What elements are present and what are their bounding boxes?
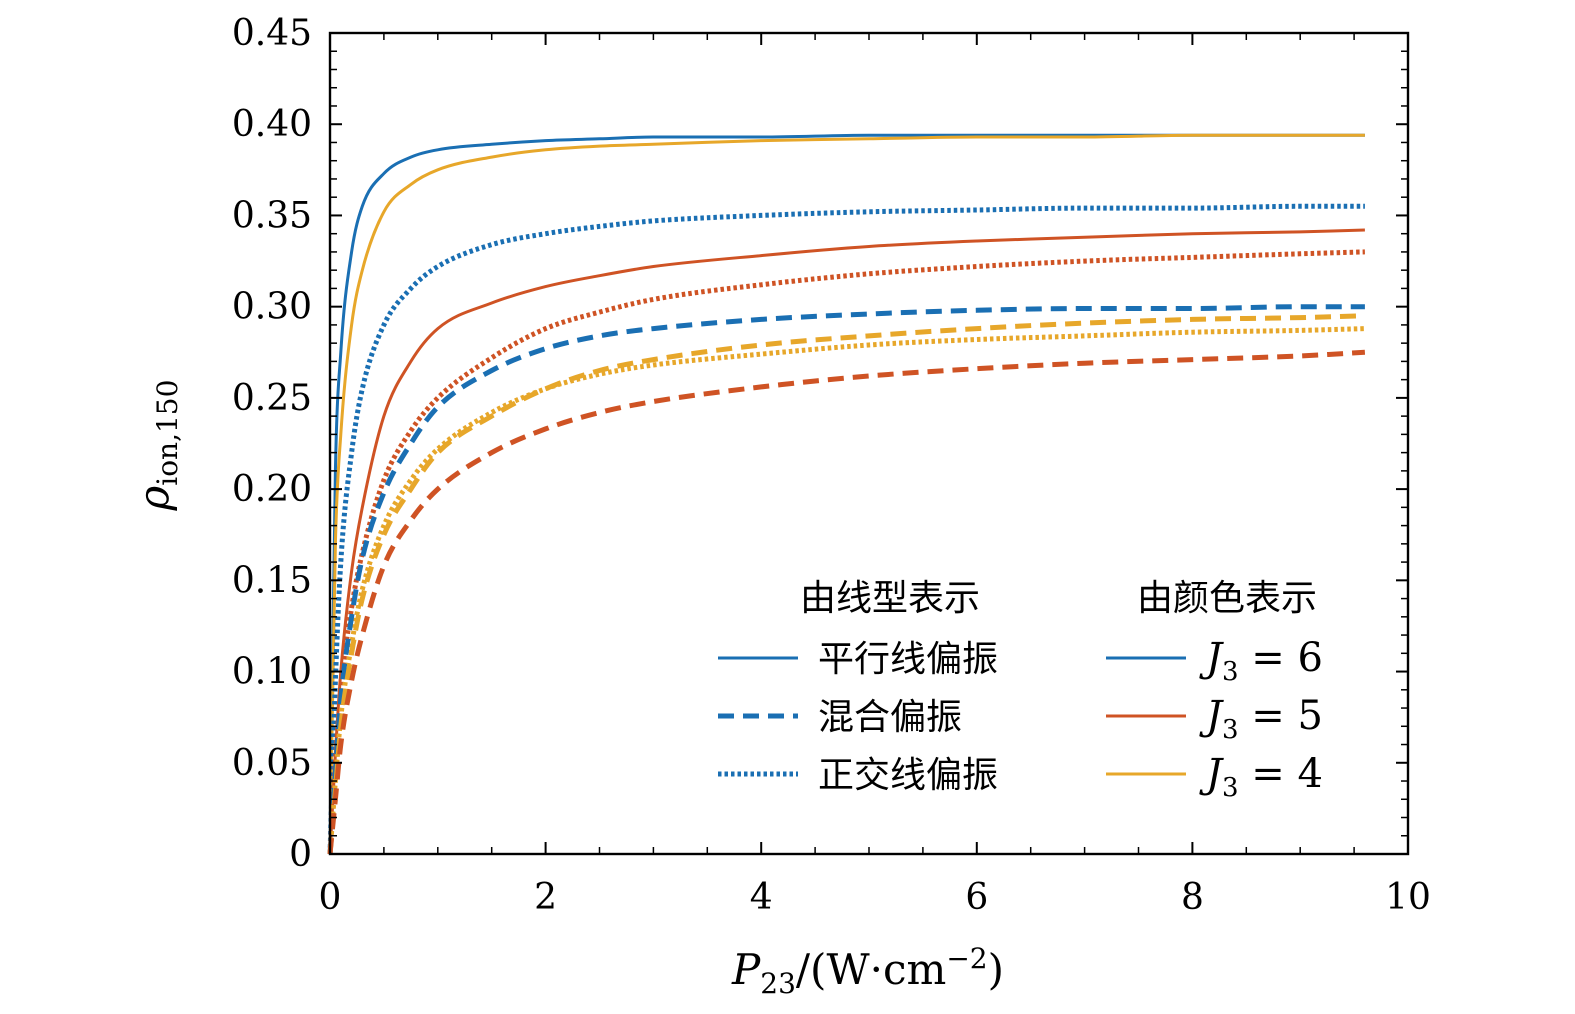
series-line-0 xyxy=(328,133,1365,855)
x-tick-label: 2 xyxy=(534,877,557,918)
y-axis-label-sub: ion,150 xyxy=(151,380,184,486)
y-tick-label: 0.20 xyxy=(232,469,312,510)
x-axis-label-var: P xyxy=(731,945,761,994)
y-axis-label: ρion,150 xyxy=(129,380,184,512)
y-tick-label: 0.10 xyxy=(232,652,312,693)
x-tick-label: 0 xyxy=(319,877,342,918)
y-tick-label: 0.05 xyxy=(232,743,312,784)
series-line-1 xyxy=(328,133,1365,855)
x-tick-label: 4 xyxy=(750,877,773,918)
series-layer xyxy=(327,133,1366,855)
y-tick-label: 0.45 xyxy=(232,13,312,54)
x-axis-label-unit: /(W·cm xyxy=(796,945,946,994)
legend-label-j6: J3 = 6 xyxy=(1199,635,1323,687)
series-line-2 xyxy=(328,228,1365,855)
y-tick-label: 0.40 xyxy=(232,104,312,145)
series-line-6 xyxy=(327,304,1365,855)
x-axis-label: P23/(W·cm−2) xyxy=(731,942,1004,1000)
series-line-8 xyxy=(327,349,1366,855)
legend-label-j5: J3 = 5 xyxy=(1199,693,1323,745)
y-tick-label: 0 xyxy=(289,834,312,875)
series-line-4 xyxy=(327,249,1365,855)
series-line-3 xyxy=(327,203,1365,855)
y-axis-label-var: ρ xyxy=(129,485,178,511)
y-tick-label: 0.30 xyxy=(232,287,312,328)
ticks-layer: 0 2 4 6 8 10 0 0.05 0.10 0.15 0.20 0.25 0.30 0.35 0.40… xyxy=(232,13,1431,918)
legend-label-mixed: 混合偏振 xyxy=(818,697,962,738)
x-axis-label-close: ) xyxy=(988,945,1004,994)
y-tick-label: 0.35 xyxy=(232,195,312,236)
x-axis-label-sub: 23 xyxy=(760,967,796,1000)
x-tick-label: 8 xyxy=(1181,877,1204,918)
y-tick-label: 0.25 xyxy=(232,378,312,419)
legend-label-parallel: 平行线偏振 xyxy=(818,639,998,680)
legend-label-orthogonal: 正交线偏振 xyxy=(818,755,998,796)
x-axis-label-sup: −2 xyxy=(946,942,987,975)
series-line-7 xyxy=(327,313,1365,855)
legend-color-header: 由颜色表示 xyxy=(1137,578,1317,619)
legend-label-j4: J3 = 4 xyxy=(1199,751,1323,803)
x-tick-label: 6 xyxy=(965,877,988,918)
x-tick-label: 10 xyxy=(1385,877,1431,918)
legend-linestyle-header: 由线型表示 xyxy=(800,578,980,619)
y-tick-label: 0.15 xyxy=(232,560,312,601)
